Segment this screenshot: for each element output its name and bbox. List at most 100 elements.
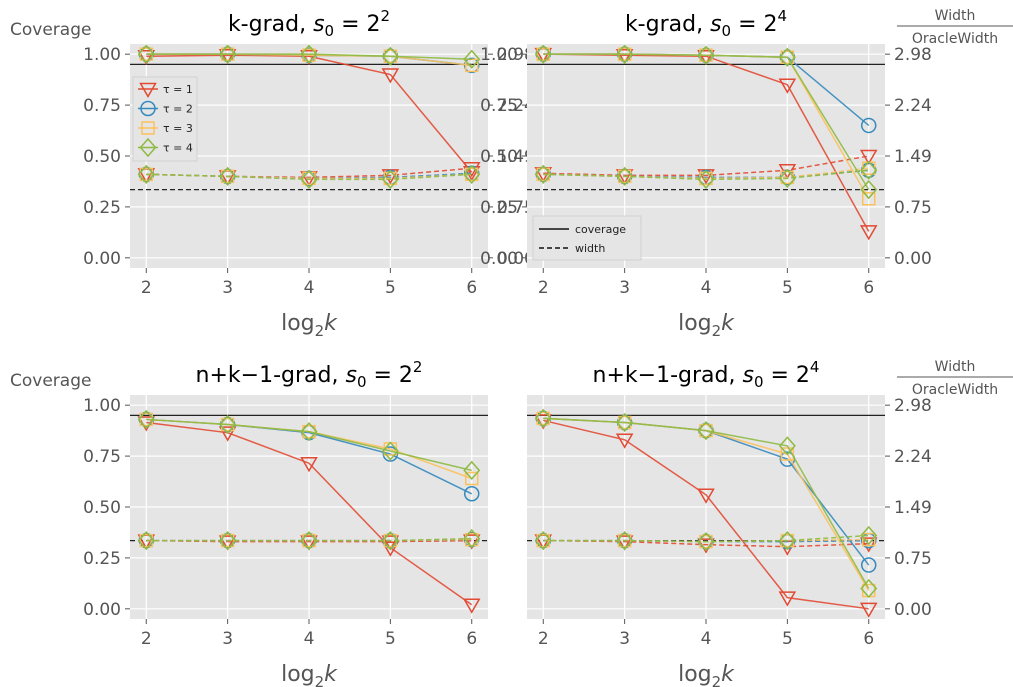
coverage-point bbox=[615, 433, 634, 449]
right-tick-label: 2.24 bbox=[894, 447, 932, 467]
x-axis-label: log2k bbox=[678, 662, 735, 687]
right-tick-label: 2.98 bbox=[894, 45, 932, 65]
coverage-axis-label-top: Coverage bbox=[10, 20, 91, 40]
width-point bbox=[778, 530, 796, 551]
right-tick-label: 0.00 bbox=[497, 249, 535, 269]
coverage-point bbox=[860, 578, 878, 599]
x-tick-label: 5 bbox=[385, 629, 396, 649]
width-line bbox=[543, 167, 869, 180]
x-tick-label: 6 bbox=[466, 629, 477, 649]
coverage-point bbox=[778, 47, 796, 67]
coverage-point bbox=[300, 422, 318, 442]
right-tick-label: 2.24 bbox=[894, 96, 932, 116]
width-point bbox=[616, 530, 634, 551]
right-tick-label: 0.00 bbox=[894, 600, 932, 620]
width-point bbox=[139, 533, 154, 548]
chart-panel-4: 2 3 4 5 6 0.00 0.75 1.49 2.24 2.98 log2k n+k−1-grad… bbox=[527, 358, 932, 687]
x-tick-label: 4 bbox=[701, 629, 712, 649]
y-tick-label: 0.00 bbox=[480, 249, 518, 269]
x-tick-label: 2 bbox=[538, 278, 549, 298]
coverage-point bbox=[137, 49, 156, 66]
coverage-point bbox=[463, 49, 481, 69]
width-line bbox=[146, 539, 472, 543]
y-tick-label: 0.50 bbox=[83, 147, 121, 167]
coverage-point bbox=[381, 441, 399, 461]
y-tick-label: 0.75 bbox=[480, 96, 518, 116]
coverage-point bbox=[861, 192, 876, 206]
width-point bbox=[300, 535, 318, 551]
x-tick-label: 3 bbox=[619, 629, 630, 649]
width-line bbox=[146, 173, 472, 180]
series-tau-4 bbox=[137, 44, 481, 190]
chart-panel-2: 2 3 4 5 6 0.00 0.25 0.50 0.75 1.00 0.00 0.75 1.49 2.2… bbox=[480, 7, 932, 340]
coverage-point bbox=[137, 409, 155, 430]
width-point bbox=[536, 533, 551, 548]
legend-box bbox=[532, 215, 642, 261]
coverage-point bbox=[534, 414, 553, 430]
y-tick-label: 0.75 bbox=[83, 96, 121, 116]
legend-label: τ = 2 bbox=[163, 103, 193, 116]
right-tick-label: 1.49 bbox=[497, 147, 535, 167]
coverage-point bbox=[616, 412, 634, 433]
coverage-line bbox=[543, 53, 870, 190]
coverage-point bbox=[778, 436, 796, 456]
right-tick-label: 0.75 bbox=[894, 549, 932, 569]
coverage-point bbox=[382, 446, 399, 462]
legend-marker bbox=[141, 121, 155, 135]
coverage-axis-label-bottom: Coverage bbox=[10, 371, 91, 391]
coverage-point bbox=[697, 488, 715, 504]
coverage-line bbox=[543, 417, 870, 589]
width-ratio-denominator: OracleWidth bbox=[912, 382, 998, 398]
width-point bbox=[137, 530, 155, 551]
coverage-line bbox=[146, 418, 472, 472]
width-point bbox=[300, 530, 318, 551]
y-tick-label: 0.50 bbox=[480, 147, 518, 167]
y-tick-label: 1.00 bbox=[83, 396, 121, 416]
coverage-point bbox=[860, 117, 877, 134]
y-tick-label: 0.00 bbox=[83, 249, 121, 269]
width-line bbox=[146, 173, 472, 181]
width-point bbox=[381, 530, 399, 551]
width-line bbox=[146, 537, 472, 542]
x-tick-label: 6 bbox=[466, 278, 477, 298]
chart-title: n+k−1-grad, s0 = 24 bbox=[593, 358, 820, 391]
y-tick-label: 0.25 bbox=[83, 549, 121, 569]
coverage-point bbox=[463, 460, 481, 480]
coverage-point bbox=[778, 591, 797, 607]
x-tick-label: 3 bbox=[222, 278, 233, 298]
width-point bbox=[861, 532, 876, 547]
coverage-point bbox=[381, 541, 400, 557]
coverage-point bbox=[615, 48, 634, 65]
coverage-line bbox=[543, 419, 869, 610]
chart-title: n+k−1-grad, s0 = 22 bbox=[196, 358, 423, 391]
legend-label: width bbox=[575, 242, 605, 255]
width-point bbox=[536, 167, 551, 182]
coverage-point bbox=[462, 598, 481, 614]
right-tick-label: 2.24 bbox=[497, 96, 535, 116]
width-point bbox=[859, 149, 878, 166]
coverage-point bbox=[218, 426, 237, 442]
legend-label: τ = 1 bbox=[163, 83, 193, 96]
x-tick-label: 4 bbox=[304, 629, 315, 649]
coverage-point bbox=[381, 68, 400, 84]
legend-marker bbox=[139, 137, 157, 158]
width-point bbox=[381, 535, 400, 551]
width-line bbox=[543, 169, 869, 179]
series-tau-4 bbox=[534, 44, 878, 200]
width-point bbox=[860, 160, 878, 180]
width-point bbox=[300, 169, 318, 190]
coverage-point bbox=[219, 414, 237, 435]
x-tick-label: 3 bbox=[619, 278, 630, 298]
chart-title: k-grad, s0 = 24 bbox=[625, 7, 787, 40]
coverage-point bbox=[697, 49, 715, 66]
right-tick-label: 1.49 bbox=[894, 147, 932, 167]
coverage-point bbox=[860, 557, 877, 573]
chart-panel-3: 2 3 4 5 6 0.00 0.25 0.50 0.75 1.00 log2k n+k−1-grad… bbox=[83, 358, 488, 687]
width-point bbox=[534, 530, 552, 551]
coverage-point bbox=[300, 49, 318, 66]
coverage-point bbox=[464, 58, 479, 73]
x-tick-label: 5 bbox=[385, 278, 396, 298]
y-tick-label: 0.25 bbox=[480, 198, 518, 218]
width-point bbox=[697, 531, 715, 552]
width-line bbox=[146, 167, 472, 179]
